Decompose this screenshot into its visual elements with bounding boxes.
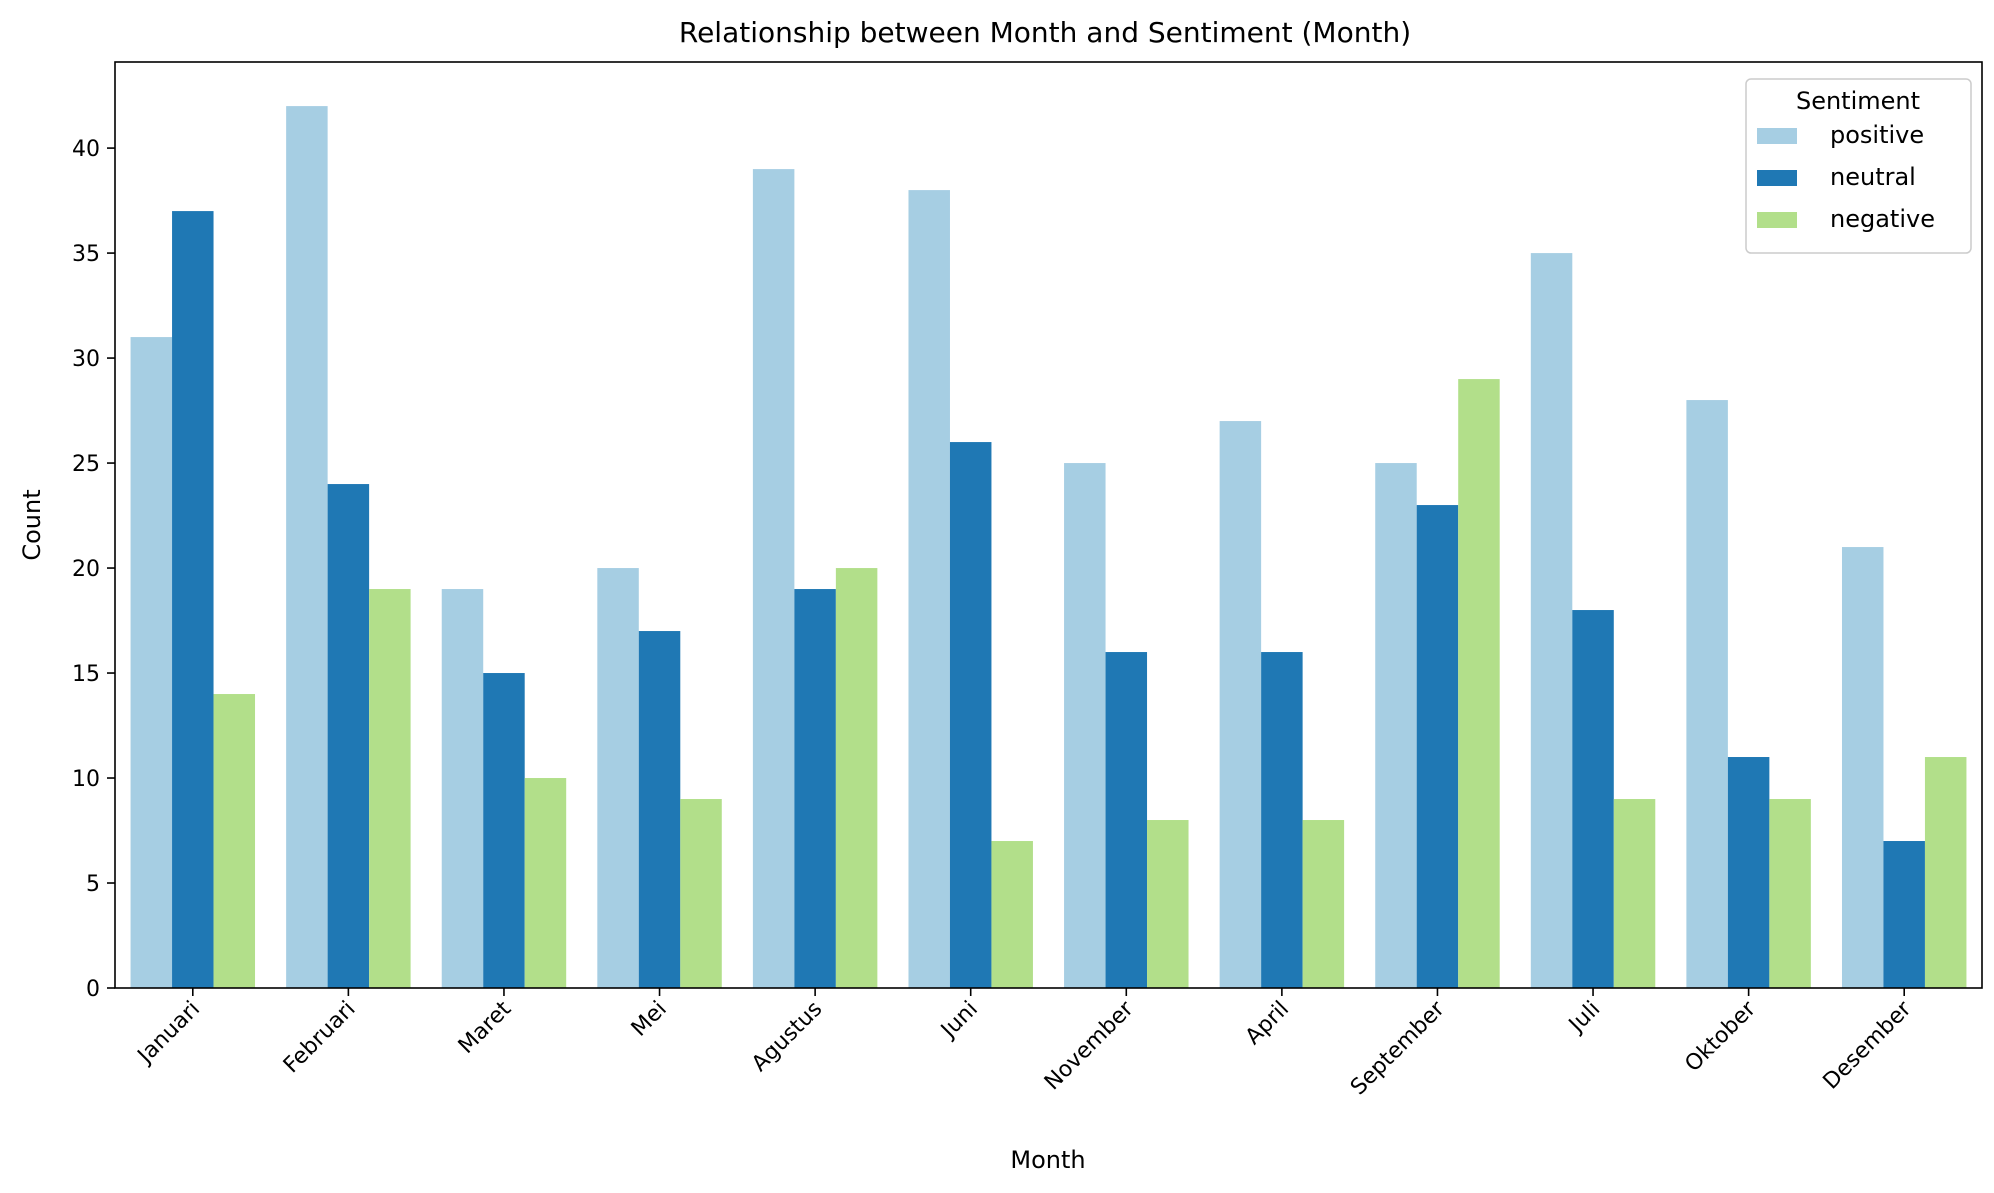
bar-positive-november — [1064, 463, 1106, 988]
x-tick-label: September — [1346, 996, 1450, 1100]
y-tick-label: 35 — [72, 242, 100, 267]
y-tick-label: 0 — [86, 977, 100, 1002]
bar-neutral-januari — [172, 211, 214, 988]
bar-negative-februari — [369, 589, 411, 988]
bar-negative-maret — [524, 778, 567, 988]
bar-neutral-mei — [638, 631, 681, 988]
bar-positive-januari — [130, 337, 173, 988]
y-axis: 0 5 10 15 20 25 30 35 40 — [72, 137, 115, 1002]
x-tick-label: Juni — [935, 997, 983, 1045]
legend-box — [1745, 78, 1972, 254]
bar-neutral-november — [1105, 652, 1148, 988]
bar-positive-mei — [597, 568, 639, 988]
plot-frame — [114, 61, 1983, 989]
bar-positive-september — [1375, 463, 1417, 988]
bar-negative-november — [1147, 820, 1189, 988]
bar-negative-oktober — [1769, 799, 1811, 988]
x-tick-label: Mei — [627, 997, 672, 1042]
x-tick-label: Januari — [132, 997, 205, 1070]
y-axis-label: Count — [18, 489, 46, 560]
bar-positive-agustus — [752, 169, 795, 989]
bar-neutral-april — [1261, 652, 1303, 988]
x-axis: Januari Februari Maret Mei Agustus Juni Novemb… — [132, 988, 1917, 1100]
bar-neutral-oktober — [1727, 757, 1770, 988]
bar-negative-september — [1458, 379, 1500, 988]
legend-label-negative: negative — [1830, 205, 1935, 233]
y-tick-label: 10 — [72, 767, 100, 792]
x-tick-label: November — [1040, 996, 1139, 1095]
y-tick-label: 40 — [72, 137, 100, 162]
y-tick-label: 15 — [72, 662, 100, 687]
bar-negative-agustus — [835, 568, 878, 988]
bar-neutral-juni — [949, 442, 992, 988]
bar-positive-april — [1219, 421, 1262, 988]
bar-positive-desember — [1841, 547, 1884, 988]
bar-neutral-juli — [1572, 610, 1614, 988]
legend-label-neutral: neutral — [1830, 163, 1916, 191]
x-tick-label: Desember — [1819, 996, 1918, 1095]
y-tick-label: 25 — [72, 452, 100, 477]
bar-neutral-agustus — [794, 589, 836, 988]
x-tick-label: Juli — [1563, 997, 1605, 1039]
x-tick-label: Februari — [279, 997, 361, 1079]
x-tick-label: April — [1241, 997, 1294, 1050]
chart-title: Relationship between Month and Sentiment… — [679, 16, 1411, 49]
bar-neutral-desember — [1883, 841, 1925, 988]
bar-negative-april — [1302, 820, 1345, 988]
bar-positive-juli — [1530, 253, 1573, 988]
x-axis-label: Month — [1010, 1146, 1085, 1174]
bar-positive-februari — [286, 106, 328, 989]
legend-title: Sentiment — [1796, 87, 1920, 115]
bar-neutral-september — [1416, 505, 1459, 988]
series-negative — [213, 379, 1967, 988]
bar-neutral-maret — [483, 673, 525, 988]
bar-negative-januari — [213, 694, 256, 988]
y-tick-label: 20 — [72, 557, 100, 582]
bar-negative-mei — [680, 799, 722, 988]
legend-swatch-neutral — [1757, 170, 1797, 186]
bar-negative-juli — [1613, 799, 1656, 988]
series-neutral — [172, 211, 1925, 988]
bar-positive-maret — [441, 589, 484, 988]
y-tick-label: 30 — [72, 347, 100, 372]
plot-area — [130, 106, 1967, 989]
y-tick-label: 5 — [86, 872, 100, 897]
bar-positive-juni — [908, 190, 950, 989]
x-tick-label: Maret — [454, 996, 517, 1059]
bar-neutral-februari — [327, 484, 370, 988]
bar-positive-oktober — [1686, 400, 1728, 988]
x-tick-label: Agustus — [747, 997, 827, 1077]
legend-label-positive: positive — [1830, 121, 1924, 149]
legend-swatch-positive — [1757, 128, 1797, 144]
series-positive — [130, 106, 1884, 989]
legend-swatch-negative — [1757, 212, 1797, 228]
x-tick-label: Oktober — [1680, 996, 1761, 1077]
bar-negative-juni — [991, 841, 1033, 988]
legend: Sentiment positive neutral negative — [1745, 78, 1972, 254]
bar-negative-desember — [1924, 757, 1967, 988]
